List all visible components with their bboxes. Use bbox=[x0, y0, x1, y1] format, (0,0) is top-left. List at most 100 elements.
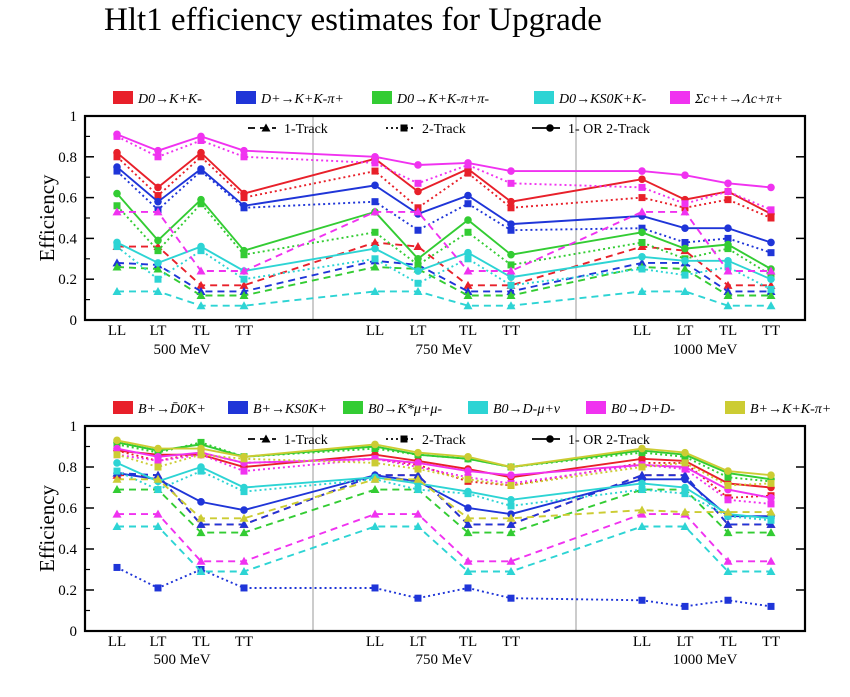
series-line-two-track bbox=[116, 169, 772, 254]
data-point bbox=[723, 301, 733, 310]
data-point bbox=[638, 194, 646, 202]
data-point bbox=[196, 528, 206, 537]
data-point bbox=[767, 183, 775, 192]
data-point bbox=[153, 286, 163, 295]
data-point bbox=[196, 513, 206, 522]
data-point bbox=[724, 467, 732, 475]
data-point bbox=[154, 197, 162, 206]
data-point bbox=[507, 179, 515, 187]
data-point bbox=[154, 259, 162, 267]
data-point bbox=[766, 291, 776, 300]
data-point bbox=[370, 521, 380, 530]
data-point bbox=[239, 519, 249, 528]
legend-swatch bbox=[113, 401, 133, 414]
data-point bbox=[681, 475, 689, 484]
legend-swatch bbox=[236, 91, 256, 104]
data-point bbox=[463, 280, 473, 289]
legend-label: D0→K+K-π+π- bbox=[396, 92, 489, 107]
x-tick-label: TL bbox=[719, 634, 737, 650]
data-point bbox=[370, 237, 380, 246]
data-point bbox=[464, 487, 472, 496]
x-tick-label: LT bbox=[150, 634, 167, 650]
data-point bbox=[414, 459, 422, 467]
y-tick-label: 0.8 bbox=[58, 460, 77, 476]
style-legend-marker bbox=[400, 435, 408, 443]
data-point bbox=[113, 444, 121, 453]
data-point bbox=[767, 479, 775, 487]
data-point bbox=[463, 513, 473, 522]
legend-entry: B+→K+K-π+ bbox=[725, 401, 831, 417]
data-point bbox=[724, 179, 732, 188]
data-point bbox=[370, 485, 380, 494]
x-tick-label: LT bbox=[677, 323, 694, 339]
data-point bbox=[414, 486, 422, 494]
plot-frame bbox=[83, 114, 807, 322]
y-tick-label: 0.4 bbox=[58, 542, 77, 558]
legend-entry: B0→D-μ+ν bbox=[468, 401, 561, 417]
data-point bbox=[723, 528, 733, 537]
data-point bbox=[414, 187, 422, 196]
data-point bbox=[113, 163, 121, 171]
data-point bbox=[680, 286, 690, 295]
data-point bbox=[681, 448, 689, 457]
data-point bbox=[638, 596, 646, 604]
y-axis-label: Efficiency bbox=[35, 174, 59, 262]
data-point bbox=[154, 463, 162, 471]
data-point bbox=[766, 519, 776, 528]
data-point bbox=[112, 521, 122, 530]
data-point bbox=[767, 271, 775, 279]
data-point bbox=[723, 286, 733, 295]
series-line-or-track bbox=[116, 462, 772, 520]
x-tick-label: TT bbox=[502, 634, 520, 650]
data-point bbox=[113, 436, 121, 445]
data-point bbox=[463, 567, 473, 576]
series-line-one-track bbox=[116, 472, 771, 526]
series-5 bbox=[112, 130, 776, 275]
data-point bbox=[414, 465, 422, 473]
data-point bbox=[724, 257, 732, 265]
series-line-two-track bbox=[116, 470, 772, 522]
series-line-one-track bbox=[117, 290, 771, 307]
series-line-one-track bbox=[117, 513, 771, 563]
x-tick-label: LL bbox=[633, 634, 651, 650]
data-point bbox=[506, 301, 516, 310]
data-point bbox=[507, 226, 515, 234]
data-point bbox=[681, 238, 689, 246]
data-point bbox=[371, 244, 379, 253]
data-point bbox=[239, 528, 249, 537]
data-point bbox=[681, 490, 689, 498]
series-4 bbox=[112, 459, 776, 576]
style-legend-entry: 1- OR 2-Track bbox=[532, 433, 650, 448]
data-point bbox=[154, 457, 162, 465]
data-point bbox=[112, 207, 122, 216]
legend-swatch bbox=[343, 401, 363, 414]
style-legend-marker bbox=[400, 124, 408, 132]
style-legend-label: 2-Track bbox=[422, 122, 466, 137]
data-point bbox=[638, 486, 646, 494]
data-point bbox=[767, 500, 775, 508]
legend-swatch bbox=[372, 91, 392, 104]
chart-panel-2: 0 0.2 0.4 0.6 0.8 1 Efficiency LL LT TL TT LL LT TL TT… bbox=[35, 401, 831, 668]
data-point bbox=[681, 224, 689, 232]
legend-label: B+→KS0K+ bbox=[253, 402, 327, 417]
series-line-or-track bbox=[116, 133, 772, 189]
data-point bbox=[370, 286, 380, 295]
data-point bbox=[766, 567, 776, 576]
data-point bbox=[724, 245, 732, 253]
data-point bbox=[153, 521, 163, 530]
data-point bbox=[723, 519, 733, 528]
data-point bbox=[370, 207, 380, 216]
legend-entry: D0→K+K-π+π- bbox=[372, 91, 489, 107]
data-point bbox=[113, 167, 121, 175]
data-point bbox=[724, 481, 732, 489]
data-point bbox=[637, 286, 647, 295]
data-point bbox=[464, 255, 472, 263]
x-tick-label: LL bbox=[633, 323, 651, 339]
data-point bbox=[637, 242, 647, 251]
data-point bbox=[637, 521, 647, 530]
data-point bbox=[112, 485, 122, 494]
data-point bbox=[507, 463, 515, 471]
data-point bbox=[507, 204, 515, 212]
data-point bbox=[464, 504, 472, 512]
data-point bbox=[767, 206, 775, 214]
